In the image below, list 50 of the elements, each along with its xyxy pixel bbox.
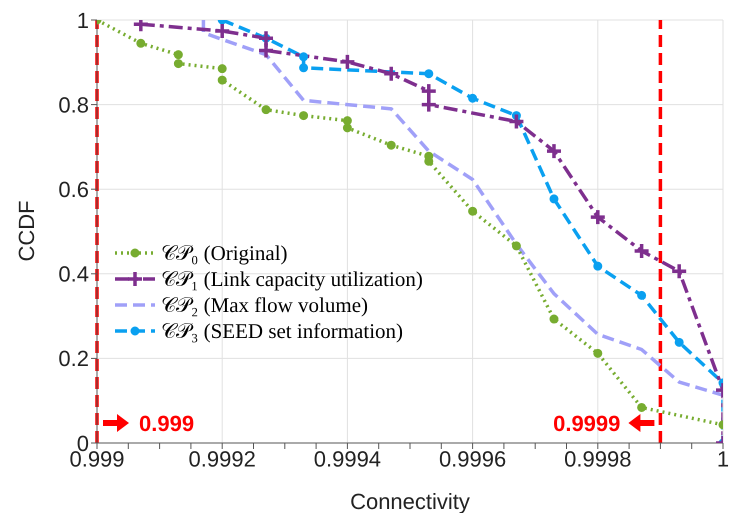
point <box>338 53 356 71</box>
x-tick-label: 0.9996 <box>438 446 506 472</box>
point <box>174 59 183 68</box>
y-tick-label: 0.4 <box>58 262 89 287</box>
point <box>420 82 438 100</box>
point <box>174 50 183 60</box>
ref-line-label: 0.999 <box>139 411 194 436</box>
point <box>424 69 434 78</box>
point <box>299 52 308 62</box>
point <box>670 262 688 280</box>
point <box>589 208 607 226</box>
point <box>593 348 602 358</box>
point <box>299 111 308 120</box>
point <box>213 22 231 40</box>
x-tick-label: 0.9994 <box>314 446 382 472</box>
point <box>386 140 396 150</box>
point <box>549 314 558 324</box>
point <box>674 338 684 347</box>
point <box>257 42 275 60</box>
point <box>262 105 271 114</box>
point <box>637 290 646 300</box>
y-axis-title: CCDF <box>14 200 39 262</box>
point <box>632 242 650 260</box>
x-tick-label: 0.9998 <box>564 446 632 472</box>
legend-label: 𝒞𝒫₀ (Original) <box>161 240 288 266</box>
point <box>218 76 227 85</box>
point <box>299 63 308 72</box>
point <box>512 241 521 250</box>
legend-label: 𝒞𝒫₂ (Max flow volume) <box>161 292 368 318</box>
y-tick-label: 0.6 <box>58 177 89 202</box>
point <box>468 206 478 216</box>
point <box>468 94 478 103</box>
legend-label: 𝒞𝒫₃ (SEED set information) <box>161 318 404 344</box>
y-tick-label: 1 <box>76 8 89 33</box>
x-tick-label: 1 <box>716 446 730 472</box>
point <box>549 194 558 204</box>
point <box>545 142 563 160</box>
ref-line-label: 0.9999 <box>553 411 620 436</box>
point <box>218 64 227 74</box>
point <box>136 38 146 48</box>
point <box>420 96 438 114</box>
point <box>508 112 526 130</box>
point <box>593 262 602 271</box>
legend-label: 𝒞𝒫₁ (Link capacity utilization) <box>161 266 423 292</box>
point <box>342 123 352 132</box>
y-tick-label: 0.8 <box>58 92 89 118</box>
y-tick-label: 0.2 <box>58 346 89 372</box>
x-tick-label: 0.9992 <box>188 446 256 472</box>
point <box>637 402 646 412</box>
point <box>382 64 400 82</box>
